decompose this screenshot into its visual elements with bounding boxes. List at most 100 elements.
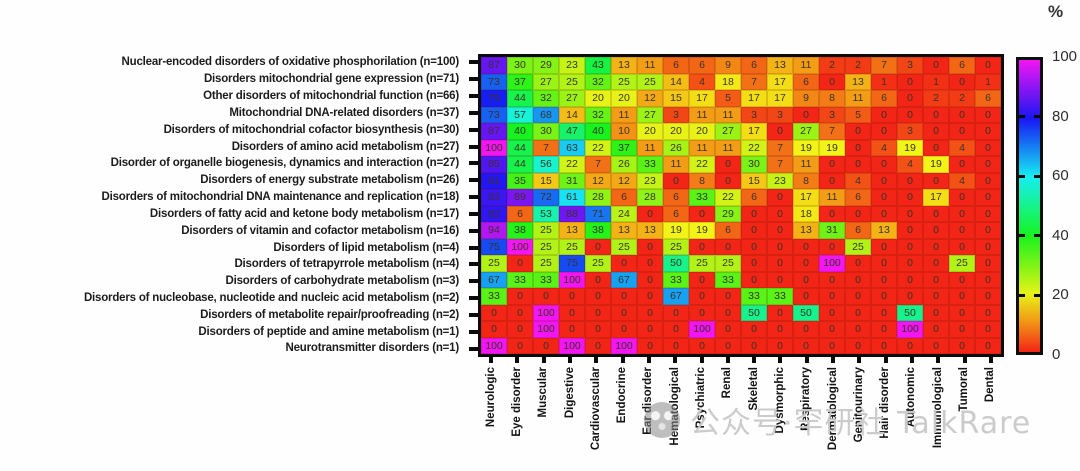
column-tick [541,357,546,363]
heatmap-cell: 25 [533,222,559,239]
heatmap-cell: 0 [975,288,1001,305]
heatmap-cell: 82 [481,205,507,222]
row-label: Disorders of tetrapyrrole metabolism (n=… [234,258,459,271]
heatmap-cell: 12 [637,90,663,107]
heatmap-cell: 50 [741,304,767,321]
heatmap-cell: 7 [585,156,611,173]
heatmap-cell: 12 [585,172,611,189]
column-label: Genitourinary [852,367,865,443]
heatmap-cell: 0 [975,304,1001,321]
heatmap-cell: 0 [871,172,897,189]
heatmap-cell: 67 [481,271,507,288]
heatmap-cell: 0 [975,337,1001,354]
heatmap-cell: 0 [819,304,845,321]
heatmap-cell: 17 [689,90,715,107]
heatmap-cell: 75 [559,255,585,272]
heatmap-cell: 0 [949,106,975,123]
heatmap-cell: 0 [819,238,845,255]
heatmap-cell: 0 [741,321,767,338]
heatmap-cell: 0 [689,238,715,255]
column-label: Tumoral [958,367,971,412]
heatmap-cell: 32 [585,73,611,90]
row-label: Disorders of fatty acid and ketone body … [149,207,459,220]
colorbar [1016,57,1043,355]
heatmap-cell: 0 [793,106,819,123]
heatmap-cell: 0 [741,238,767,255]
heatmap-cell: 19 [793,139,819,156]
heatmap-cell: 4 [689,73,715,90]
heatmap-cell: 0 [767,271,793,288]
heatmap-cell: 0 [923,205,949,222]
row-tick [469,127,478,132]
heatmap-cell: 33 [715,271,741,288]
heatmap-cell: 0 [585,337,611,354]
column-tick [673,357,678,363]
heatmap-cell: 19 [819,139,845,156]
column-label: Neurologic [484,367,497,428]
heatmap-cell: 11 [845,90,871,107]
heatmap-cell: 44 [507,156,533,173]
heatmap-cell: 7 [767,156,793,173]
heatmap-cell: 11 [715,106,741,123]
column-tick [831,357,836,363]
column-label: Respiratory [800,367,813,431]
heatmap-cell: 40 [585,123,611,140]
heatmap-cell: 0 [637,288,663,305]
column-tick [883,357,888,363]
heatmap-cell: 22 [585,139,611,156]
heatmap-cell: 23 [559,57,585,74]
heatmap-cell: 0 [715,288,741,305]
heatmap-cell: 13 [637,222,663,239]
heatmap-cell: 0 [819,321,845,338]
heatmap-cell: 2 [845,57,871,74]
column-tick [962,357,967,363]
heatmap-cell: 0 [949,156,975,173]
heatmap-cell: 13 [793,222,819,239]
heatmap-cell: 6 [949,57,975,74]
colorbar-tick-label: 20 [1052,286,1069,304]
heatmap-cell: 10 [611,123,637,140]
heatmap-cell: 33 [741,288,767,305]
heatmap-cell: 25 [715,255,741,272]
heatmap-cell: 0 [767,205,793,222]
heatmap-cell: 0 [975,106,1001,123]
row-label: Disorders of mitochondrial DNA maintenan… [101,191,459,204]
row-tick [469,228,478,233]
heatmap-cell: 15 [663,90,689,107]
heatmap-cell: 38 [507,222,533,239]
heatmap-cell: 33 [689,189,715,206]
heatmap-cell: 25 [611,238,637,255]
heatmap-cell: 0 [975,321,1001,338]
row-label: Disorders of energy substrate metabolism… [200,174,459,187]
column-tick [857,357,862,363]
heatmap-cell: 22 [559,156,585,173]
heatmap-cell: 0 [819,156,845,173]
heatmap-cell: 20 [637,123,663,140]
heatmap-cell: 6 [663,57,689,74]
heatmap-cell: 7 [871,57,897,74]
heatmap-cell: 0 [689,304,715,321]
heatmap-cell: 0 [845,337,871,354]
heatmap-cell: 6 [871,90,897,107]
heatmap-cell: 0 [897,238,923,255]
heatmap-cell: 0 [559,288,585,305]
heatmap-cell: 20 [663,123,689,140]
column-tick [620,357,625,363]
heatmap-cell: 0 [871,255,897,272]
heatmap-cell: 0 [767,304,793,321]
heatmap-cell: 18 [793,205,819,222]
heatmap-cell: 33 [481,288,507,305]
heatmap-cell: 0 [819,271,845,288]
heatmap-cell: 0 [949,73,975,90]
heatmap-cell: 4 [845,172,871,189]
heatmap-cell: 25 [949,255,975,272]
colorbar-tick [1019,234,1025,238]
heatmap-cell: 0 [871,205,897,222]
heatmap-cell: 14 [663,73,689,90]
row-tick [469,110,478,115]
heatmap-cell: 0 [767,189,793,206]
heatmap-cell: 17 [923,189,949,206]
heatmap-cell: 0 [507,321,533,338]
heatmap-cell: 0 [611,255,637,272]
heatmap-cell: 6 [663,189,689,206]
